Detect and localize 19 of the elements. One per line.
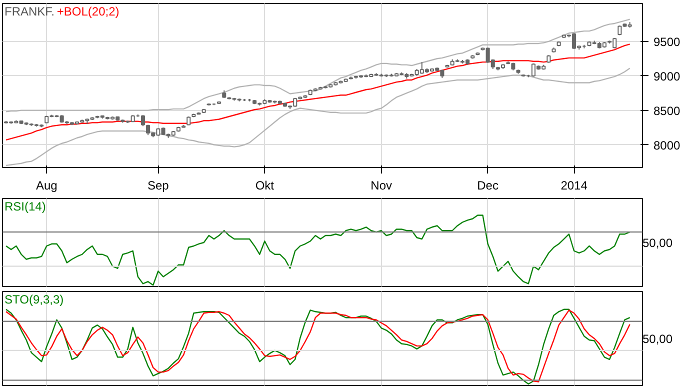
line-series [5, 44, 630, 141]
line-series [5, 68, 630, 166]
x-tick-label: Sep [148, 178, 170, 192]
y-tick-label: 8000 [654, 138, 681, 152]
y-tick-label: 9500 [654, 34, 681, 49]
annotation: 50,00 [642, 332, 673, 346]
text: RSI(14) [4, 200, 46, 214]
line-series [5, 18, 630, 112]
x-tick-label: Aug [36, 178, 58, 192]
x-tick-label: 2014 [560, 178, 588, 192]
x-tick-label: Nov [370, 178, 392, 192]
y-tick-label: 8500 [654, 104, 681, 118]
x-tick-label: Okt [255, 178, 275, 192]
y-tick-label: 9000 [654, 69, 681, 84]
annotation: 50,00 [642, 236, 673, 250]
series-label: STO(9,3,3) [4, 292, 64, 306]
text: +BOL(20;2) [56, 4, 120, 18]
x-tick-label: Dec [477, 178, 498, 192]
chart-title: FRANKF. [4, 4, 55, 18]
